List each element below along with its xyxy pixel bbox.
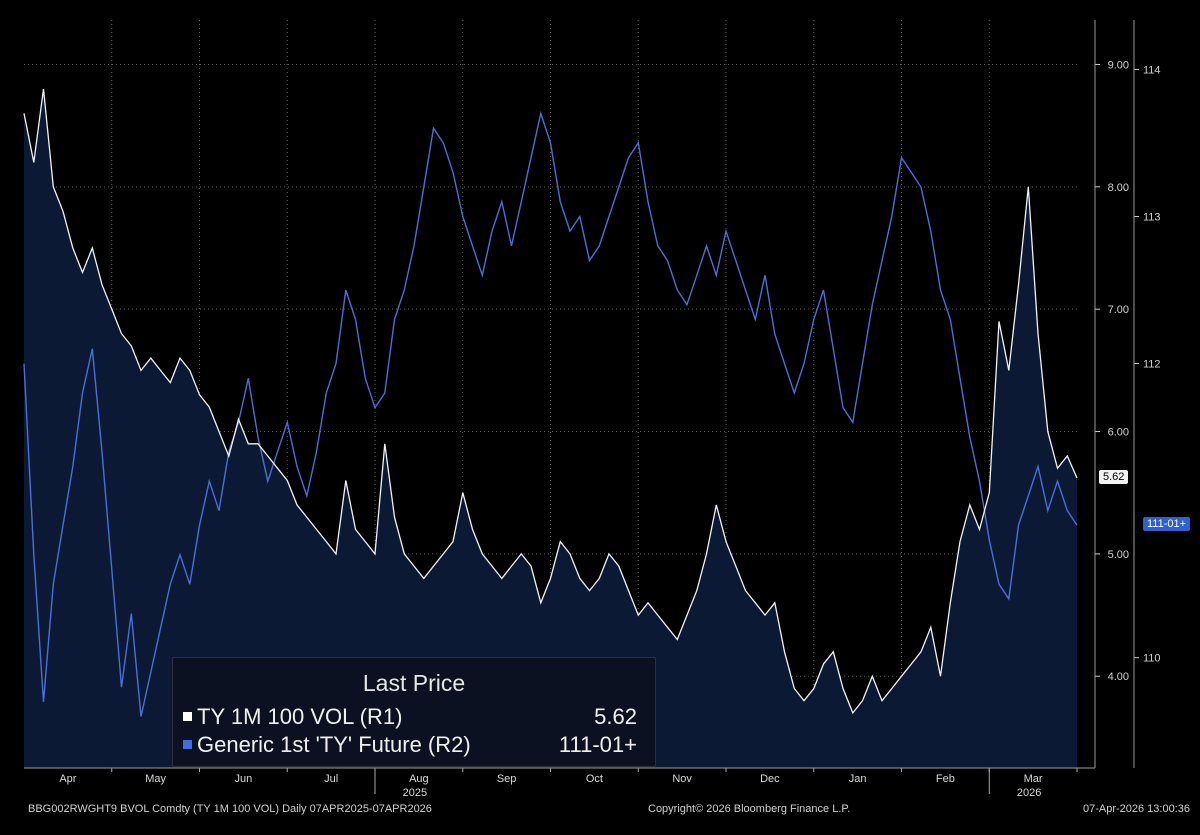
legend-label-future: Generic 1st 'TY' Future (R2)	[197, 732, 471, 757]
x-tick-label: May	[145, 773, 166, 785]
r2-tick-label: 114	[1143, 64, 1161, 76]
x-tick-label: Apr	[59, 773, 76, 785]
x-tick-label: Jun	[235, 773, 253, 785]
r1-tick-label: 8.00	[1108, 182, 1129, 194]
legend-box: Last Price TY 1M 100 VOL (R1) 5.62 Gener…	[172, 657, 656, 767]
footer-timestamp: 07-Apr-2026 13:00:36	[1082, 803, 1190, 815]
r1-tick-label: 7.00	[1108, 304, 1129, 316]
r1-tick-label: 4.00	[1108, 671, 1129, 683]
legend-row-vol: TY 1M 100 VOL (R1) 5.62	[183, 704, 637, 730]
x-tick-label: Nov	[672, 773, 692, 785]
x-tick-label: Sep	[497, 773, 517, 785]
r1-last-price-tag: 5.62	[1099, 470, 1129, 485]
x-tick-label: Jan	[849, 773, 867, 785]
footer-ticker-info: BBG002RWGHT9 BVOL Comdty (TY 1M 100 VOL)…	[28, 803, 432, 815]
year-label: 2026	[1017, 787, 1041, 799]
legend-value-future: 111-01+	[558, 732, 637, 757]
legend-row-future: Generic 1st 'TY' Future (R2) 111-01+	[183, 732, 637, 758]
legend-swatch-future	[183, 739, 192, 749]
r1-tick-label: 6.00	[1108, 427, 1129, 439]
vol-area-fill	[24, 88, 1077, 768]
legend-label-vol: TY 1M 100 VOL (R1)	[197, 704, 403, 729]
x-tick-label: Feb	[936, 773, 955, 785]
year-label: 2025	[403, 787, 427, 799]
vol-line	[23, 88, 1078, 715]
x-tick-label: Jul	[324, 773, 338, 785]
legend-swatch-vol	[183, 711, 192, 721]
r2-tick-label: 110	[1143, 653, 1161, 665]
footer-copyright: Copyright© 2026 Bloomberg Finance L.P.	[648, 803, 851, 815]
x-tick-label: Dec	[760, 773, 780, 785]
ty-future-line	[23, 110, 1078, 717]
r1-tick-label: 5.00	[1108, 549, 1129, 561]
axes	[24, 20, 1139, 794]
x-tick-label: Mar	[1024, 773, 1043, 785]
r2-tick-label: 112	[1143, 359, 1161, 371]
y-axis-labels: 9.00 8.00 7.00 6.00 5.00 4.00 114 113 112 110	[1108, 59, 1161, 683]
r2-last-price-tag: 111-01+	[1143, 517, 1191, 532]
legend-value-vol: 5.62	[594, 704, 637, 729]
r1-tick-label: 9.00	[1108, 59, 1129, 71]
x-axis-labels: Apr May Jun Jul Aug Sep Oct Nov Dec Jan Feb Mar 2025…	[59, 773, 1043, 799]
x-tick-label: Aug	[409, 773, 429, 785]
x-tick-label: Oct	[586, 773, 603, 785]
legend-title: Last Price	[362, 670, 466, 696]
r2-tick-label: 113	[1143, 211, 1161, 223]
